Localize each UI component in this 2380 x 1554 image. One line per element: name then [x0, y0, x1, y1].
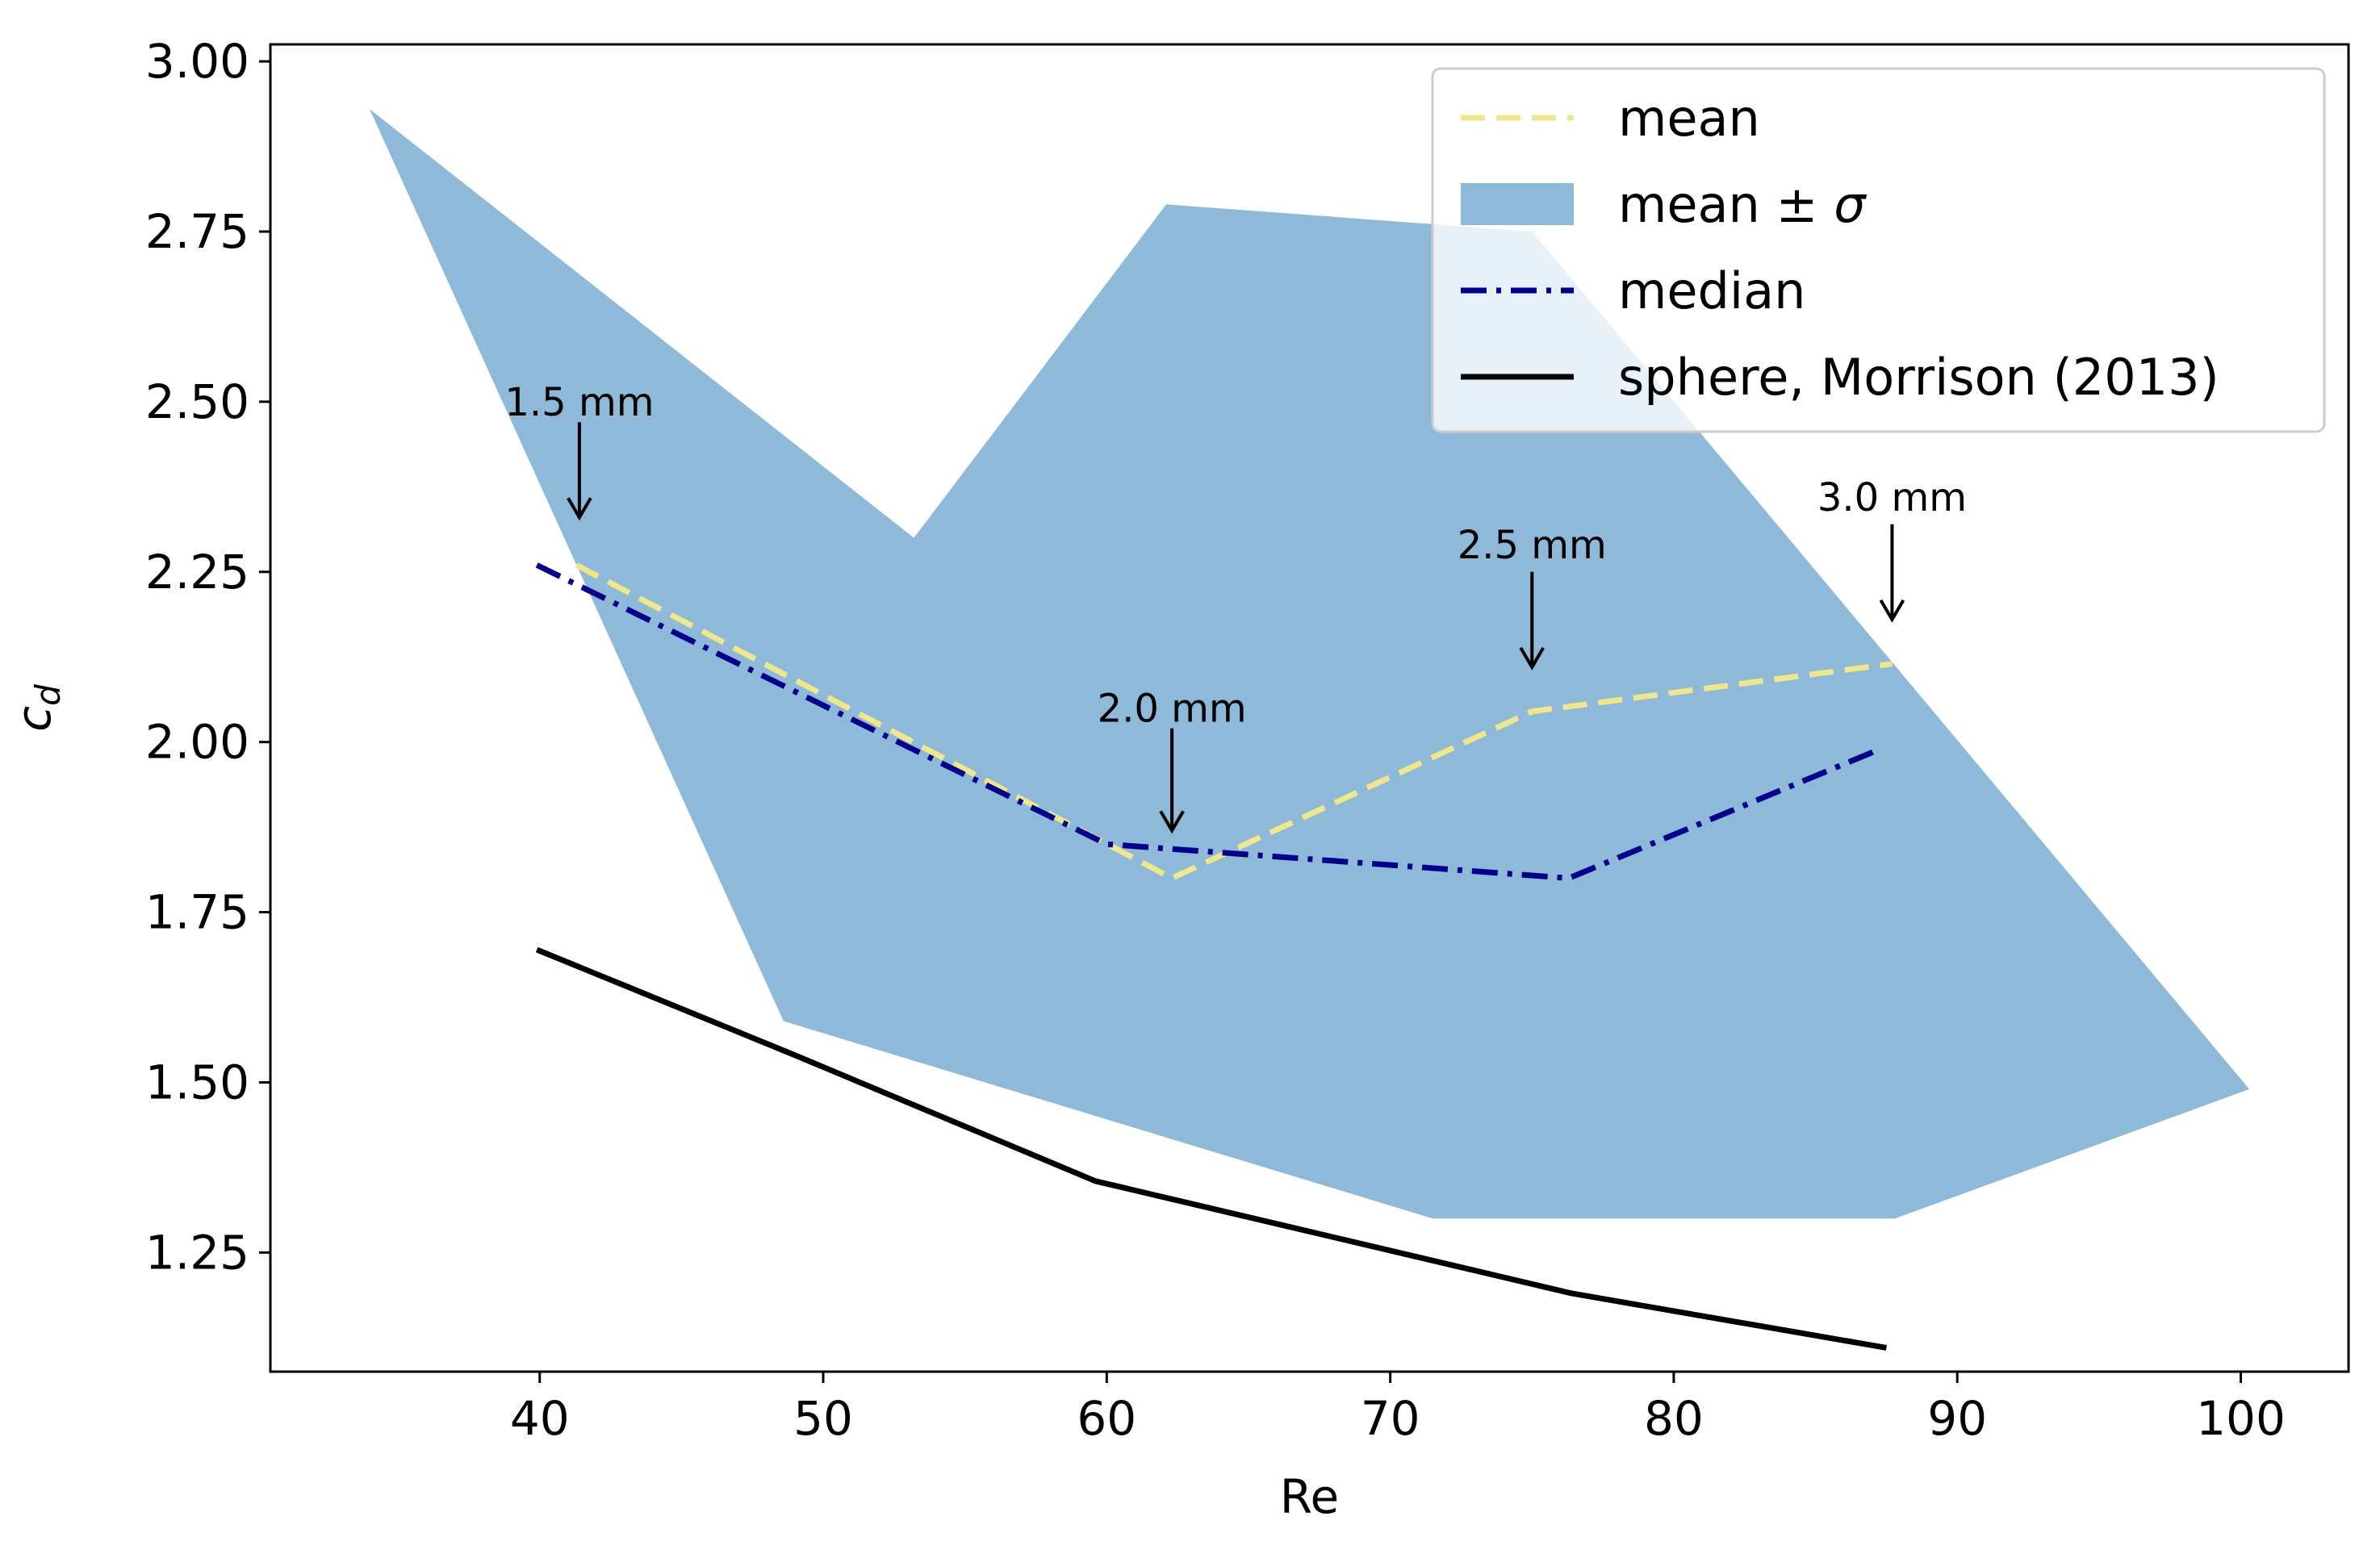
- y-tick-label: 1.75: [145, 885, 249, 940]
- y-tick-label: 1.25: [145, 1225, 249, 1280]
- band-mean-plus-minus-sigma: [369, 109, 2250, 1219]
- annotation-label: 3.0 mm: [1817, 475, 1967, 520]
- annotation-arrow-head: [567, 497, 592, 521]
- series-line-mean: [575, 562, 1893, 881]
- annotation-label: 1.5 mm: [504, 380, 654, 425]
- legend-label: mean: [1618, 89, 1760, 148]
- annotation-label: 2.0 mm: [1098, 686, 1247, 731]
- x-tick-label: 60: [1077, 1391, 1136, 1446]
- legend-label: mean ± σ: [1618, 175, 1867, 234]
- annotation-label: 2.5 mm: [1458, 523, 1607, 568]
- y-tick-label: 2.50: [145, 374, 249, 429]
- annotation-arrow-head: [1159, 810, 1185, 834]
- y-tick-label: 2.75: [145, 204, 249, 259]
- x-axis-label: Re: [1280, 1469, 1339, 1524]
- series-line-sphere: [535, 946, 1887, 1351]
- band-layer: [369, 109, 2250, 1219]
- axes-layer: 40 50 60 70 80 90 100 1.25 1.50 1.75 2.00 2.25 2.50 2…: [6, 34, 2350, 1524]
- x-tick-label: 90: [1927, 1391, 1987, 1446]
- x-tick-label: 40: [510, 1391, 570, 1446]
- annotation-layer: 1.5 mm 2.0 mm 2.5 mm 3.0 mm: [504, 380, 1967, 834]
- plot-frame: [269, 43, 2350, 1373]
- series-line-median: [535, 562, 1882, 881]
- legend-label: sphere, Morrison (2013): [1618, 348, 2219, 407]
- legend-label: median: [1618, 261, 1805, 320]
- x-tick-label: 80: [1644, 1391, 1704, 1446]
- legend-box: [1431, 67, 2326, 433]
- legend-layer: mean mean ± σ median sphere, Morrison (2013…: [1431, 67, 2326, 433]
- y-axis-label: cd: [6, 684, 68, 732]
- x-tick-label: 100: [2196, 1391, 2286, 1446]
- x-tick-label: 70: [1361, 1391, 1420, 1446]
- y-tick-label: 2.25: [145, 545, 249, 599]
- annotation-arrow-head: [1519, 646, 1545, 670]
- y-tick-label: 1.50: [145, 1055, 249, 1109]
- y-tick-label: 2.00: [145, 715, 249, 770]
- x-tick-label: 50: [793, 1391, 853, 1446]
- series-layer: [535, 562, 1893, 1351]
- annotation-arrow-head: [1879, 599, 1905, 623]
- legend-swatch-band: [1461, 183, 1574, 225]
- y-tick-label: 3.00: [145, 34, 249, 89]
